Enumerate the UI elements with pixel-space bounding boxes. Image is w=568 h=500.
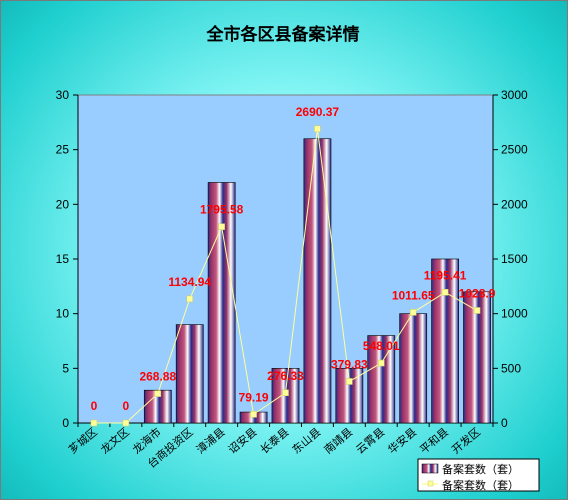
bar bbox=[367, 335, 396, 424]
y-tick-label-left: 5 bbox=[62, 361, 69, 375]
data-labels: 0 0 268.88 1134.94 1795.58 79.19 276.33 2690.37… bbox=[91, 105, 496, 413]
chart-title: 全市各区县备案详情 bbox=[206, 24, 360, 45]
category-label: 华安县 bbox=[385, 425, 419, 457]
y-tick-label-right: 2500 bbox=[501, 143, 528, 157]
line-point bbox=[186, 295, 193, 303]
category-label: 芗城区 bbox=[66, 425, 100, 456]
line-point bbox=[378, 359, 385, 367]
line-point bbox=[218, 223, 225, 230]
y-tick-label-left: 30 bbox=[56, 88, 70, 102]
line-series bbox=[90, 125, 481, 427]
category-label: 东山县 bbox=[290, 425, 324, 456]
data-label: 0 bbox=[91, 399, 98, 413]
y-tick-label-left: 10 bbox=[56, 307, 70, 321]
category-label: 云霄县 bbox=[354, 425, 388, 456]
category-label: 诏安县 bbox=[225, 425, 259, 457]
y-tick-label-left: 20 bbox=[56, 197, 70, 211]
y-tick-label-right: 1000 bbox=[501, 307, 528, 321]
data-label: 1134.94 bbox=[168, 275, 211, 289]
category-label: 开发区 bbox=[449, 425, 483, 457]
y-tick-label-left: 0 bbox=[62, 416, 69, 430]
bars bbox=[143, 138, 491, 424]
bar bbox=[399, 313, 428, 424]
legend-label-bar: 备案套数（套） bbox=[442, 462, 519, 476]
data-label: 1195.41 bbox=[424, 268, 467, 282]
line-point bbox=[122, 419, 130, 427]
category-label: 龙文区 bbox=[98, 425, 132, 457]
category-label: 南靖县 bbox=[322, 425, 356, 456]
y-tick-label-left: 15 bbox=[56, 252, 70, 266]
data-label: 2690.37 bbox=[296, 105, 340, 119]
data-label: 1011.65 bbox=[392, 288, 435, 302]
y-tick-label-left: 25 bbox=[56, 143, 70, 157]
legend-bar-swatch bbox=[421, 463, 439, 474]
data-label: 1028.9 bbox=[459, 287, 496, 301]
line-point bbox=[282, 389, 289, 397]
line-point bbox=[314, 125, 321, 133]
bar bbox=[303, 138, 332, 424]
y-tick-label-right: 500 bbox=[501, 361, 521, 375]
axes: 0 5 10 15 20 25 30 0 500 1000 1500 2000 2500 3000 bbox=[56, 88, 528, 430]
line-point bbox=[441, 289, 449, 296]
line-point bbox=[409, 309, 417, 316]
data-label: 276.33 bbox=[267, 369, 304, 383]
line-point bbox=[250, 411, 257, 418]
bar bbox=[207, 182, 236, 424]
legend-label-line: 备案套数（套） bbox=[442, 478, 519, 492]
y-tick-label-right: 0 bbox=[501, 416, 508, 430]
line-point bbox=[473, 307, 481, 314]
line-point bbox=[90, 419, 98, 427]
y-tick-label-right: 1500 bbox=[501, 252, 528, 266]
category-label: 漳浦县 bbox=[193, 425, 227, 457]
data-label: 0 bbox=[123, 399, 130, 413]
legend: 备案套数（套） 备案套数（套） bbox=[417, 458, 540, 492]
y-tick-label-right: 3000 bbox=[501, 88, 528, 102]
category-label: 长泰县 bbox=[257, 425, 291, 457]
data-label: 548.01 bbox=[363, 339, 400, 353]
bar bbox=[175, 324, 204, 424]
bar bbox=[335, 368, 364, 424]
line-point bbox=[346, 378, 353, 385]
bar bbox=[431, 258, 459, 424]
data-label: 79.19 bbox=[239, 390, 269, 404]
data-label: 379.83 bbox=[331, 357, 368, 371]
category-label: 平和县 bbox=[417, 425, 451, 456]
legend-line-marker bbox=[427, 480, 434, 487]
data-label: 268.88 bbox=[139, 370, 176, 384]
data-label: 1795.58 bbox=[200, 203, 244, 217]
line-point bbox=[154, 390, 162, 397]
y-tick-label-right: 2000 bbox=[501, 197, 528, 211]
